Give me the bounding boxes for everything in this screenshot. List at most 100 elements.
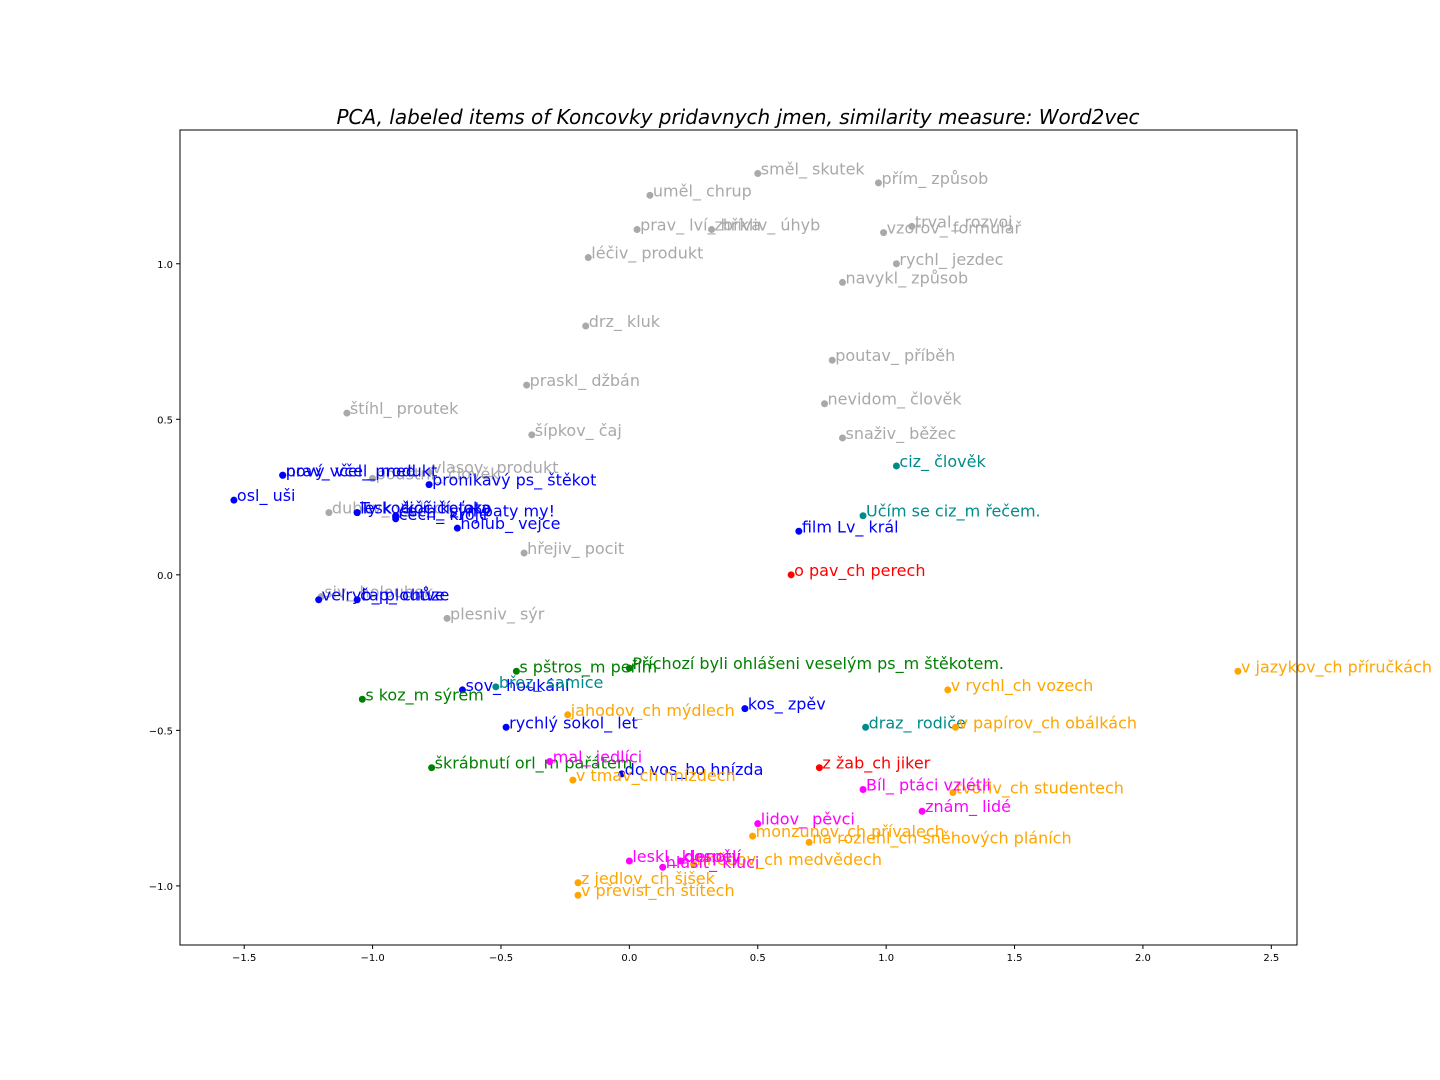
data-point-label: hřejiv_ pocit (527, 539, 624, 559)
data-point-label: leskl_ klenoty (632, 847, 741, 867)
data-point (453, 524, 461, 532)
data-point-label: břez_ samice (499, 673, 604, 693)
x-tick-label: −1.5 (232, 953, 256, 964)
y-tick-label: 0.5 (157, 415, 173, 426)
data-point-label: trval_ rozvoj (915, 212, 1013, 232)
data-point-label: film Lv_ král (802, 517, 899, 537)
data-point (230, 496, 238, 504)
data-point-label: mal_ jedlíci (553, 747, 643, 767)
data-point-label: v tmav_ch hnízdech (576, 766, 736, 786)
data-point-label: osl_ uši (237, 486, 296, 506)
data-point (741, 705, 749, 713)
data-point-label: v rychl_ch vozech (951, 676, 1093, 696)
data-point (754, 170, 762, 178)
data-point-label: přím_ způsob (881, 169, 988, 189)
y-tick-label: −0.5 (149, 726, 173, 737)
data-point (677, 857, 685, 865)
chart-marks: směl_ skutek přím_ způsob uměl_ chrup prav_… (230, 160, 1432, 901)
data-point (392, 515, 400, 523)
data-point (502, 723, 510, 731)
data-point (821, 400, 829, 408)
data-point (838, 278, 846, 286)
data-point-label: z jedlov_ch šišek (581, 869, 716, 889)
data-point-label: léčiv_ produkt (591, 244, 703, 264)
data-point-label: drz_ kluk (589, 312, 661, 332)
data-point (880, 229, 888, 237)
data-point-label: škrábnutí orl_m pařátem (435, 754, 633, 774)
data-point-label: v jazykov_ch příručkách (1241, 657, 1432, 677)
data-point (528, 431, 536, 439)
x-axis: −1.5 −1.0 −0.5 0.0 0.5 1.0 1.5 2.0 2.5 (232, 945, 1279, 964)
data-point (512, 667, 520, 675)
data-point (492, 683, 500, 691)
data-point (815, 764, 823, 772)
data-point-label: navykl_ způsob (845, 268, 968, 288)
data-point-label: draz_ rodiče (869, 713, 966, 733)
data-point-label: Bíl_ ptáci vzlétli (866, 775, 991, 795)
data-point-label: holub_ vejce (460, 514, 560, 534)
data-point-label: uměl_ chrup (653, 181, 752, 201)
data-point (428, 764, 436, 772)
data-point-label: ciz_ člověk (899, 452, 986, 472)
plot-frame (179, 129, 1298, 946)
y-axis: −1.0 −0.5 0.0 0.5 1.0 (149, 260, 180, 893)
data-point (805, 838, 813, 846)
data-point (625, 857, 633, 865)
data-point-label: znám_ lidé (925, 797, 1011, 817)
x-tick-label: 1.5 (1007, 953, 1023, 964)
data-point (574, 891, 582, 899)
x-tick-label: 0.0 (621, 953, 637, 964)
data-point-label: prav_ včel_ med (286, 461, 416, 481)
data-point (754, 820, 762, 828)
data-point-label: rychl_ jezdec (899, 250, 1003, 270)
data-point-label: s koz_m sýrem (365, 685, 483, 705)
data-point-label: rychlý sokol_ let (509, 713, 638, 733)
data-point-label: dospělí (684, 847, 742, 866)
data-point-label: poutav_ příběh (835, 346, 955, 366)
data-point (949, 789, 957, 797)
x-tick-label: 2.0 (1135, 953, 1151, 964)
data-point-label: dubov_ vydech (332, 499, 453, 519)
data-point-label: nový včel_ produkt (286, 461, 438, 481)
data-point-label: z žab_ch jiker (822, 754, 930, 774)
data-point (358, 695, 366, 703)
data-point-label: směl_ skutek (761, 160, 866, 180)
data-point (523, 381, 531, 389)
data-point-label: vzorov_ formulář (887, 219, 1022, 239)
data-point (838, 434, 846, 442)
data-point-label: na rozlehl_ch sněhových pláních (812, 828, 1071, 848)
data-point-label: pronikavý ps_ štěkot (432, 471, 596, 491)
data-point-label: čech_ sympaty my! (399, 502, 555, 522)
data-point (633, 226, 641, 234)
data-point (690, 860, 698, 868)
data-point-label: hlasit_ kluci (666, 853, 760, 873)
data-point-label: v převisl_ch štítech (581, 881, 735, 901)
data-point-label: plesniv_ sýr (450, 604, 545, 624)
data-point-label: velryb_ ploutve (322, 586, 445, 606)
data-point (828, 356, 836, 364)
data-point-label: Příchozí byli ohlášeni veselým ps_m štěk… (632, 654, 1004, 674)
data-point-label: sov_ houkání (465, 676, 570, 696)
data-point-label: do vos_ho hnízda (625, 760, 764, 780)
data-point (369, 474, 377, 482)
data-point (325, 509, 333, 517)
data-point (862, 723, 870, 731)
data-point (425, 481, 433, 489)
data-point-label: štíhl_ proutek (350, 399, 459, 419)
data-point (908, 222, 916, 230)
y-tick-label: 0.0 (157, 571, 173, 582)
data-point-label: vlasov_ produkt (432, 458, 558, 478)
data-point-label: monzunov_ch přívalech (756, 822, 945, 842)
data-point (458, 686, 466, 694)
data-point-label: kos_ zpěv (748, 695, 826, 715)
x-tick-label: −1.0 (360, 953, 384, 964)
data-point (425, 468, 433, 476)
data-point (343, 409, 351, 417)
data-point (892, 462, 900, 470)
x-tick-label: 0.5 (750, 953, 766, 964)
data-point-label: čap_ chůze (360, 586, 449, 606)
data-point (569, 776, 577, 784)
data-point (918, 807, 926, 815)
data-point-label: jahodov_ch mýdlech (570, 701, 735, 721)
